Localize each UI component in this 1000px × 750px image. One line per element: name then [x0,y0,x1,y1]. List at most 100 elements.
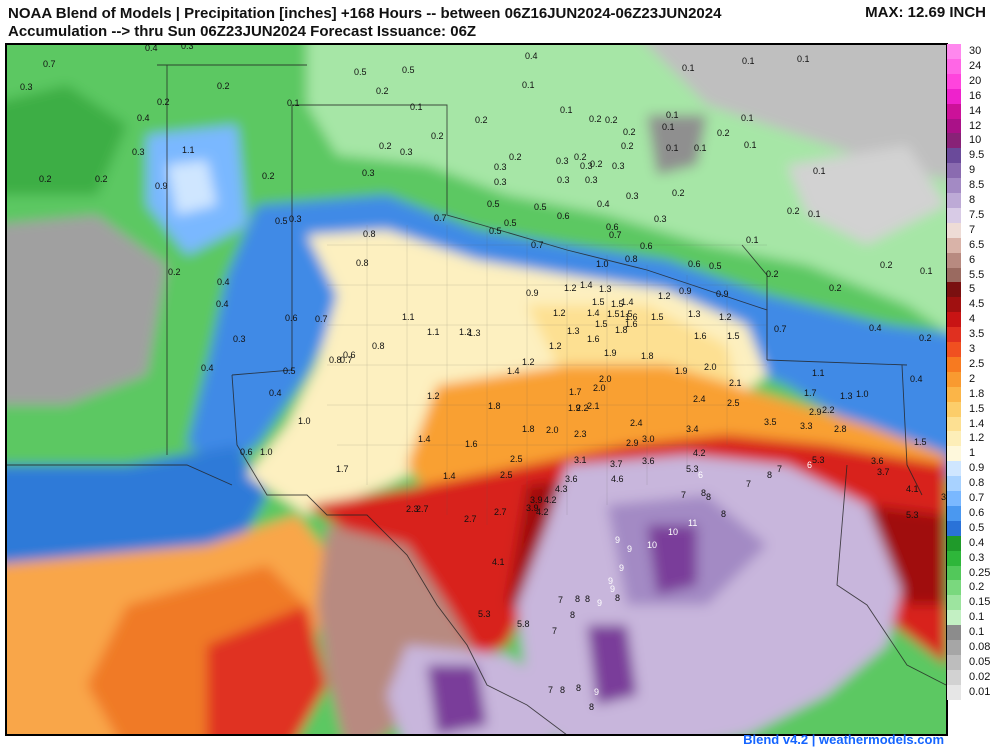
map-value-label: 0.1 [813,166,826,176]
legend-value: 0.7 [969,492,985,504]
map-value-label: 1.0 [260,447,273,457]
legend-entry: 0.08 [947,640,1000,655]
map-value-label: 1.1 [182,145,195,155]
map-value-label: 2.7 [464,514,477,524]
map-value-label: 4.1 [492,557,505,567]
map-value-label: 0.2 [623,127,636,137]
map-value-label: 3.9 [941,492,946,502]
map-value-label: 1.7 [804,388,817,398]
map-value-label: 8 [615,593,620,603]
map-value-label: 2.0 [599,374,612,384]
map-value-label: 0.1 [287,98,300,108]
map-value-label: 0.5 [283,366,296,376]
legend-swatch [947,505,961,521]
legend-swatch [947,640,961,655]
legend-entry: 0.15 [947,595,1000,611]
legend-swatch [947,401,961,417]
map-value-label: 0.2 [621,141,634,151]
map-value-label: 0.1 [522,80,535,90]
map-value-label: 0.3 [400,147,413,157]
map-value-label: 0.2 [589,114,602,124]
map-value-label: 1.2 [549,341,562,351]
legend-swatch [947,610,961,626]
legend-value: 3.5 [969,328,985,341]
footer-credit[interactable]: Blend v4.2 | weathermodels.com [743,732,944,747]
map-value-label: 5.3 [906,510,919,520]
legend-entry: 0.5 [947,520,1000,536]
map-value-label: 11 [688,518,697,528]
legend-swatch [947,520,961,536]
map-value-label: 8 [767,470,772,480]
map-value-label: 6 [807,460,812,470]
legend-entry: 1.8 [947,386,1000,402]
map-value-label: 0.2 [919,333,932,343]
map-value-label: 2.5 [510,454,523,464]
map-value-labels: 0.70.4 0.30.40.30.20.20.5 0.50.10.10.1 0.10… [20,45,946,712]
map-value-label: 1.3 [567,326,580,336]
legend-swatch [947,356,961,372]
legend-value: 16 [969,89,982,102]
legend-swatch [947,669,961,685]
map-value-label: 0.5 [489,226,502,236]
map-value-label: 0.3 [132,147,145,157]
map-value-label: 5.3 [686,464,699,474]
map-value-label: 9 [627,544,632,554]
map-value-label: 0.1 [744,140,757,150]
map-value-label: 0.2 [431,131,444,141]
legend-value: 0.6 [969,506,985,519]
map-value-label: 0.2 [379,141,392,151]
map-value-label: 2.2 [576,403,589,413]
map-value-label: 4.2 [536,507,549,517]
legend-value: 0.1 [969,626,985,639]
map-value-label: 1.1 [812,368,825,378]
legend-swatch [947,58,961,74]
legend-swatch [947,535,961,551]
map-value-label: 10 [647,540,657,550]
legend-swatch [947,491,961,506]
legend-entry: 0.02 [947,669,1000,685]
map-value-label: 0.2 [880,260,893,270]
legend-value: 4 [969,313,976,326]
map-value-label: 1.8 [488,401,501,411]
map-value-label: 5.8 [517,619,530,629]
map-value-label: 1.5 [727,331,740,341]
legend-swatch [947,312,961,328]
legend-value: 12 [969,119,982,132]
map-value-label: 0.3 [612,161,625,171]
map-value-label: 0.1 [682,63,695,73]
legend-entry: 2 [947,371,1000,387]
map-value-label: 0.8 [372,341,385,351]
map-value-label: 0.2 [574,152,587,162]
map-value-label: 0.5 [504,218,517,228]
map-value-label: 7 [558,595,563,605]
map-value-label: 7 [777,464,782,474]
map-value-label: 2.0 [593,383,606,393]
legend-swatch [947,88,961,104]
map-value-label: 0.2 [829,283,842,293]
legend-value: 4.5 [969,298,985,311]
map-value-label: 1.5 [914,437,927,447]
map-value-label: 0.7 [43,59,56,69]
map-value-label: 0.3 [20,82,33,92]
map-value-label: 1.4 [443,471,456,481]
legend-value: 7.5 [969,208,985,221]
map-value-label: 2.3 [574,429,587,439]
legend-swatch [947,550,961,566]
legend-value: 2.5 [969,357,985,370]
legend-entry: 24 [947,58,1000,74]
map-value-label: 0.2 [39,174,52,184]
precipitation-map-canvas: 0.70.4 0.30.40.30.20.20.5 0.50.10.10.1 0.10… [7,45,946,734]
map-value-label: 3.6 [871,456,884,466]
map-value-label: 2.5 [727,398,740,408]
map-value-label: 0.6 [606,222,619,232]
map-value-label: 2.3 [406,504,419,514]
map-value-label: 0.6 [688,259,701,269]
map-value-label: 1.6 [625,312,638,322]
map-value-label: 1.8 [522,424,535,434]
legend-value: 5 [969,283,976,296]
map-value-label: 0.6 [557,211,570,221]
legend-value: 6.5 [969,238,985,251]
map-value-label: 0.1 [666,110,679,120]
map-value-label: 0.4 [525,51,538,61]
map-value-label: 0.7 [434,213,447,223]
